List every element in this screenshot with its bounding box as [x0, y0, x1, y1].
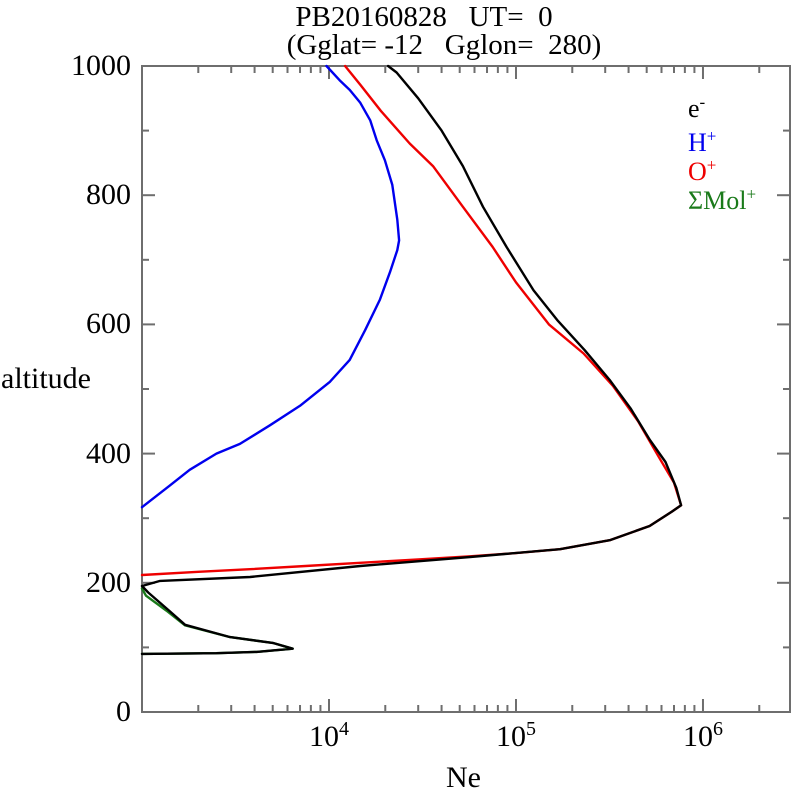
- legend-label-sup: +: [706, 126, 717, 146]
- oxygen-ion-curve: [140, 64, 683, 577]
- legend-label: ΣMol: [688, 186, 747, 215]
- hydrogen-ion-curve: [140, 64, 401, 509]
- legend-entry-electrons: e-: [688, 93, 705, 123]
- y-tick-label: 800: [86, 178, 131, 212]
- x-tick-base: 10: [682, 720, 713, 753]
- legend-entry-hydrogen-ion: H+: [688, 127, 716, 157]
- y-tick-label: 400: [86, 436, 131, 470]
- molecular-ions-curve: [140, 587, 294, 656]
- y-tick-label: 600: [86, 307, 131, 341]
- legend-label: O: [688, 157, 707, 186]
- x-tick-exponent: 5: [525, 718, 536, 740]
- legend-label: H: [688, 128, 707, 157]
- electron-density-curve: [140, 64, 683, 656]
- legend-entry-oxygen-ion: O+: [688, 156, 716, 186]
- y-tick-label: 0: [116, 695, 131, 728]
- x-tick-label: 105: [495, 719, 536, 753]
- legend-entry-molecular-ions: ΣMol+: [688, 185, 756, 215]
- y-tick-label: 200: [86, 565, 131, 599]
- x-tick-exponent: 6: [712, 718, 723, 740]
- chart-subtitle: (Gglat= -12 Gglon= 280): [286, 29, 602, 61]
- x-tick-label: 104: [308, 719, 349, 753]
- legend-label-sup: +: [746, 184, 757, 204]
- x-tick-exponent: 4: [338, 718, 349, 740]
- legend-label: e: [688, 94, 700, 123]
- legend-label-sup: +: [706, 155, 717, 175]
- x-axis-title: Ne: [446, 761, 481, 794]
- y-tick-label: 1000: [71, 49, 131, 82]
- y-axis-title: altitude: [1, 362, 91, 395]
- legend-label-sup: -: [699, 92, 706, 112]
- x-tick-base: 10: [495, 720, 526, 753]
- x-tick-label: 106: [682, 719, 723, 753]
- x-tick-base: 10: [308, 720, 339, 753]
- chart-title: PB20160828 UT= 0: [295, 1, 553, 33]
